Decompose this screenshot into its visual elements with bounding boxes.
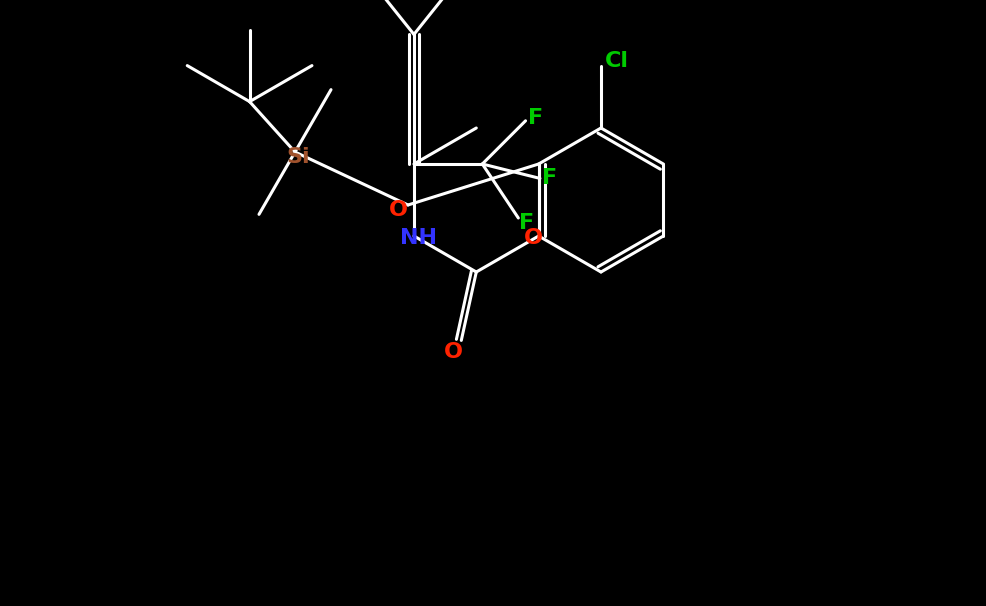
Text: F: F <box>519 213 533 233</box>
Text: Cl: Cl <box>605 51 629 71</box>
Text: O: O <box>525 228 543 248</box>
Text: O: O <box>444 342 462 362</box>
Text: F: F <box>542 168 557 188</box>
Text: F: F <box>528 108 543 128</box>
Text: O: O <box>388 200 407 220</box>
Text: NH: NH <box>400 228 438 248</box>
Text: Si: Si <box>286 147 310 167</box>
